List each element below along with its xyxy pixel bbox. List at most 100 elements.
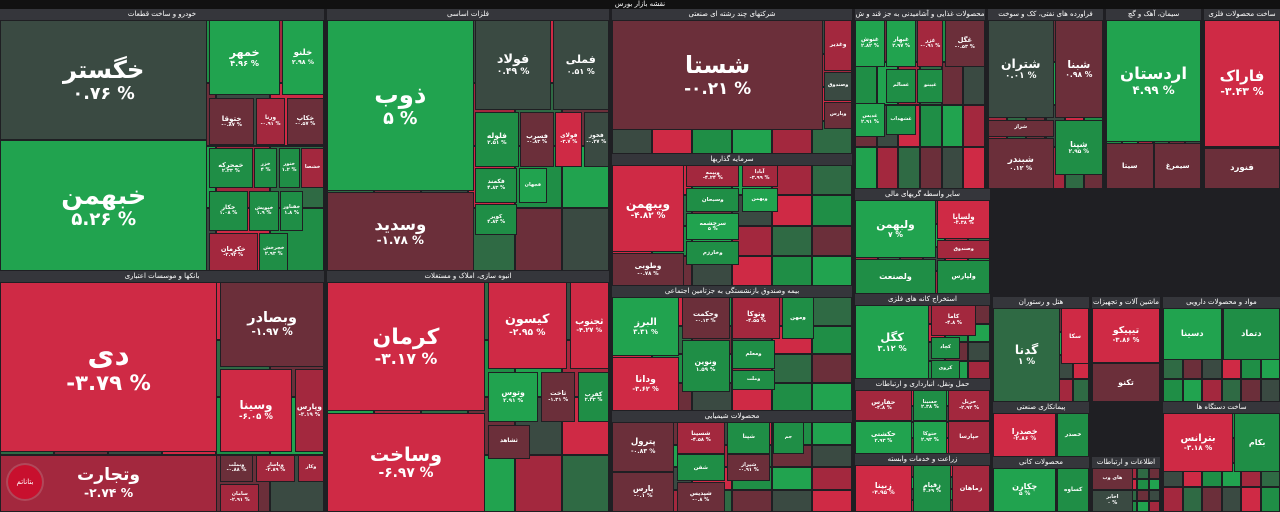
stock-tile[interactable]: فولای -۳.۷ % bbox=[555, 111, 583, 167]
stock-tile[interactable]: خصدرا -۲.۸۶ % bbox=[993, 413, 1057, 457]
minor-tile[interactable] bbox=[1148, 479, 1160, 490]
sector-multi[interactable]: شرکتهای چند رشته ای صنعتی شستا -۰.۲۱ % وغدی… bbox=[612, 9, 852, 154]
minor-tile[interactable] bbox=[515, 454, 562, 512]
minor-tile[interactable] bbox=[963, 62, 985, 105]
stock-tile[interactable]: خکاپ -۰.۵۷ % bbox=[286, 97, 324, 146]
stock-tile[interactable]: وصندوق bbox=[824, 71, 852, 102]
minor-tile[interactable] bbox=[1260, 487, 1280, 512]
stock-tile[interactable]: وحکمت -۰.۱۳ % bbox=[681, 297, 730, 340]
minor-tile[interactable] bbox=[812, 422, 852, 445]
stock-tile[interactable]: حتوکا ۲.۹۳ % bbox=[913, 421, 947, 454]
minor-tile[interactable] bbox=[812, 489, 852, 512]
stock-tile[interactable]: ونوین ۱.۵۹ % bbox=[681, 340, 730, 392]
minor-tile[interactable] bbox=[898, 146, 920, 189]
sector-realestate[interactable]: انبوه سازی، املاک و مستغلات کرمان -۳.۱۷ % و… bbox=[327, 271, 609, 512]
sector-metal_products[interactable]: ساخت محصولات فلزی فاراک -۳.۴۳ % فنورد bbox=[1204, 9, 1280, 189]
stock-tile[interactable]: فولاد ۰.۴۹ % bbox=[475, 20, 552, 111]
stock-tile[interactable]: وغدیر bbox=[824, 20, 852, 71]
stock-tile[interactable]: ولساپا -۴.۳۸ % bbox=[937, 200, 990, 240]
minor-tile[interactable] bbox=[812, 444, 852, 467]
stock-tile[interactable]: چکارن ۵ % bbox=[993, 468, 1057, 512]
stock-tile[interactable]: شتران ۰.۰۱ % bbox=[988, 20, 1054, 119]
minor-tile[interactable] bbox=[1073, 378, 1089, 402]
stock-tile[interactable]: وملت bbox=[732, 369, 776, 391]
sector-contracting[interactable]: پیمانکاری صنعتی خصدرا -۲.۸۶ % خصدر bbox=[993, 402, 1089, 457]
stock-tile[interactable]: خبهمن ۵.۲۶ % bbox=[0, 140, 208, 271]
sector-minerals[interactable]: محصولات کانی چکارن ۵ % کساوه bbox=[993, 457, 1089, 512]
stock-tile[interactable]: خچرخش ۲.۹۳ % bbox=[259, 233, 289, 271]
stock-tile[interactable]: غگل -۰.۵۳ % bbox=[944, 20, 985, 68]
minor-tile[interactable] bbox=[772, 225, 812, 256]
stock-tile[interactable]: خگستر ۰.۷۶ % bbox=[0, 20, 208, 141]
stock-tile[interactable]: شپدیس -۰.۸ % bbox=[676, 482, 725, 512]
stock-tile[interactable]: ثاخت -۱.۳۱ % bbox=[541, 371, 576, 423]
sector-banks[interactable]: بانکها و موسسات اعتباری دی -۳.۷۹ % وبصادر -۱… bbox=[0, 271, 324, 512]
minor-tile[interactable] bbox=[941, 104, 964, 147]
stock-tile[interactable]: وخارزم bbox=[686, 241, 740, 266]
sector-chemicals[interactable]: محصولات شیمیایی پترول -۰.۸۳ % شسینا -۴.۵۸ % ش… bbox=[612, 411, 852, 512]
minor-tile[interactable] bbox=[812, 165, 852, 196]
minor-tile[interactable] bbox=[941, 62, 964, 105]
sector-transport[interactable]: حمل ونقل، انبارداری و ارتباطات حفارس -۴.۸ … bbox=[855, 379, 990, 454]
stock-tile[interactable]: وبهمن bbox=[741, 187, 778, 213]
minor-tile[interactable] bbox=[1148, 501, 1160, 512]
stock-tile[interactable]: دسینا bbox=[1163, 308, 1222, 360]
stock-tile[interactable]: فسرب -۰.۸۳ % bbox=[520, 111, 554, 167]
stock-tile[interactable]: کیسون -۲.۹۵ % bbox=[487, 282, 567, 370]
stock-tile[interactable]: ختور ۱.۲ % bbox=[278, 148, 300, 189]
minor-tile[interactable] bbox=[920, 104, 942, 147]
stock-tile[interactable]: خپویش ۱.۹ % bbox=[249, 190, 279, 231]
stock-tile[interactable]: کگل ۳.۱۲ % bbox=[855, 305, 930, 379]
minor-tile[interactable] bbox=[1148, 468, 1160, 479]
stock-tile[interactable]: وسدید -۱.۷۸ % bbox=[327, 191, 474, 271]
minor-tile[interactable] bbox=[1260, 378, 1280, 402]
stock-tile[interactable]: غزر -۰.۹۱ % bbox=[917, 20, 944, 68]
minor-tile[interactable] bbox=[562, 454, 609, 512]
stock-tile[interactable]: وپارس bbox=[824, 101, 852, 129]
stock-tile[interactable]: حریل -۲.۹۲ % bbox=[948, 390, 990, 421]
stock-tile[interactable]: غنوش ۲.۸۲ % bbox=[855, 20, 885, 68]
stock-tile[interactable]: وپاسار -۲.۸۹ % bbox=[255, 454, 295, 483]
stock-tile[interactable]: جم bbox=[772, 422, 804, 454]
sector-auto[interactable]: خودرو و ساخت قطعات خگستر ۰.۷۶ % خبهمن ۵.۲۶ %… bbox=[0, 9, 324, 271]
stock-tile[interactable]: وتوس ۲.۹۱ % bbox=[487, 371, 539, 423]
stock-tile[interactable]: ذوب ۵ % bbox=[327, 20, 474, 191]
minor-tile[interactable] bbox=[812, 325, 852, 354]
minor-tile[interactable] bbox=[1241, 487, 1261, 512]
stock-tile[interactable]: فاراک -۳.۴۳ % bbox=[1204, 20, 1280, 147]
sector-hotels[interactable]: هتل و رستوران گدنا ۱ % سکا bbox=[993, 297, 1089, 402]
minor-tile[interactable] bbox=[1148, 490, 1160, 501]
stock-tile[interactable]: شسینا -۴.۵۸ % bbox=[676, 422, 725, 454]
stock-tile[interactable]: وبملت -۰.۸۸ % bbox=[220, 454, 253, 483]
stock-tile[interactable]: های وب bbox=[1092, 468, 1133, 490]
stock-tile[interactable]: وطوبی -۰.۷۸ % bbox=[612, 253, 684, 286]
sector-metals[interactable]: فلزات اساسی ذوب ۵ % فولاد ۰.۴۹ % فملی ۰.۵۱ % وس… bbox=[327, 9, 609, 271]
minor-tile[interactable] bbox=[812, 195, 852, 226]
stock-tile[interactable]: شپنا bbox=[727, 422, 771, 454]
sector-refinery[interactable]: فراورده های نفتی، کک و سوخت شتران ۰.۰۱ % شب… bbox=[988, 9, 1103, 189]
stock-tile[interactable]: کویر ۴.۸۳ % bbox=[475, 204, 518, 235]
stock-tile[interactable]: شیراز -۰.۹۱ % bbox=[727, 454, 771, 482]
stock-tile[interactable]: خلنو ۲.۹۸ % bbox=[281, 20, 324, 96]
stock-tile[interactable]: ویبهمن -۴.۸۲ % bbox=[612, 165, 684, 253]
minor-tile[interactable] bbox=[855, 62, 877, 105]
stock-tile[interactable]: وبصادر -۱.۹۷ % bbox=[220, 282, 324, 368]
stock-tile[interactable]: فنورد bbox=[1204, 148, 1280, 189]
minor-tile[interactable] bbox=[1137, 501, 1149, 512]
stock-tile[interactable]: وسبحان bbox=[686, 187, 740, 213]
stock-tile[interactable]: پترول -۰.۸۳ % bbox=[612, 422, 675, 472]
stock-tile[interactable]: کرمان -۳.۱۷ % bbox=[327, 282, 485, 411]
stock-tile[interactable]: فملی ۰.۵۱ % bbox=[552, 20, 609, 111]
minor-tile[interactable] bbox=[732, 255, 772, 286]
stock-tile[interactable]: فکمند ۴.۸۳ % bbox=[475, 168, 518, 204]
minor-tile[interactable] bbox=[963, 146, 985, 189]
stock-tile[interactable]: حسینا ۲.۳۸ % bbox=[913, 390, 947, 421]
stock-tile[interactable]: شبندر ۰.۱۲ % bbox=[988, 138, 1054, 189]
stock-tile[interactable]: خمحرکه ۲.۳۳ % bbox=[208, 148, 253, 189]
stock-tile[interactable]: غسالم bbox=[886, 69, 917, 103]
minor-tile[interactable] bbox=[812, 297, 852, 326]
stock-tile[interactable]: تیپیکو -۳.۸۶ % bbox=[1092, 308, 1160, 363]
stock-tile[interactable]: زقیام ۴.۶۹ % bbox=[913, 465, 951, 512]
stock-tile[interactable]: فجهان bbox=[518, 168, 547, 204]
stock-tile[interactable]: گدنا ۱ % bbox=[993, 308, 1061, 402]
